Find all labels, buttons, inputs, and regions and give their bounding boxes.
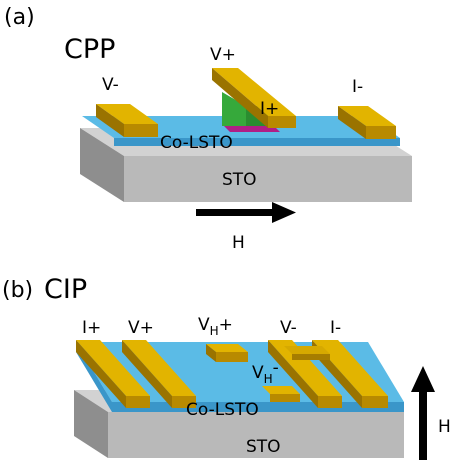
label-vh-plus-sub: H (210, 324, 219, 338)
panel-a: (a) CPP (4, 5, 412, 253)
electrode-v-plus-a (212, 68, 296, 128)
green-layer (222, 92, 246, 126)
electrode-v-minus-b-side (268, 340, 318, 408)
label-v-plus-b: V+ (128, 318, 154, 338)
label-v-plus-a: V+ (210, 45, 236, 65)
pad-i-minus-a (338, 106, 396, 139)
field-arrow-b-shaft (419, 390, 427, 460)
panel-a-tag: (a) (4, 5, 35, 30)
label-i-minus-b: I- (330, 318, 341, 338)
label-i-minus-a: I- (352, 77, 363, 97)
electrode-i-plus-b-side (76, 340, 126, 408)
electrode-v-plus-b-top (122, 340, 196, 396)
electrode-i-minus-b-front (362, 396, 388, 408)
label-field-a: H (232, 233, 245, 253)
electrode-v-plus-a-top (212, 68, 296, 116)
label-vh-plus-base: V (198, 315, 210, 335)
pad-i-minus-a-side (338, 106, 366, 139)
label-substrate-a: STO (222, 170, 257, 190)
pad-i-minus-a-front (366, 126, 396, 139)
pad-v-minus-a (96, 104, 158, 137)
substrate-a-side (80, 128, 124, 202)
label-vh-minus-base: V (252, 363, 264, 383)
electrode-v-plus-b (122, 340, 196, 408)
electrode-v-plus-a-side (212, 68, 268, 128)
pad-vh-minus-b (262, 386, 300, 402)
pad-v-minus-a-top (96, 104, 158, 124)
substrate-b-side (74, 390, 108, 458)
label-v-minus-a: V- (102, 75, 119, 95)
substrate-b-front (108, 412, 404, 458)
label-film-b: Co-LSTO (186, 400, 259, 420)
bridge-v-minus-b-front (292, 354, 330, 360)
electrode-v-plus-a-front (268, 116, 296, 128)
electrode-i-plus-b-top (76, 340, 150, 396)
electrode-i-plus-b (76, 340, 150, 408)
label-i-plus-a: I+ (260, 99, 279, 119)
pad-vh-minus-b-top (262, 386, 300, 394)
pad-v-minus-a-side (96, 104, 124, 137)
field-arrow-b-head (411, 366, 435, 392)
panel-a-mode-title: CPP (64, 34, 115, 65)
field-arrow-a-head (272, 202, 296, 223)
pad-vh-plus-b-side (206, 344, 216, 362)
field-arrow-b (411, 366, 435, 460)
electrode-v-minus-b (268, 340, 342, 408)
label-vh-minus-b: VH- (252, 358, 279, 386)
label-vh-minus-sub: H (264, 372, 273, 386)
substrate-a-front (124, 156, 412, 202)
label-v-minus-b: V- (280, 318, 297, 338)
electrode-i-plus-b-front (126, 396, 150, 408)
panel-b-mode-title: CIP (44, 274, 87, 305)
label-field-b: H (438, 417, 451, 437)
label-film-a: Co-LSTO (160, 133, 233, 153)
electrode-v-minus-b-top (268, 340, 342, 396)
bridge-v-minus-b-top (284, 346, 330, 354)
bridge-v-minus-b (284, 346, 330, 360)
electrode-v-minus-b-front (318, 396, 342, 408)
pad-i-minus-a-top (338, 106, 396, 126)
film-a-front (114, 138, 400, 146)
electrode-i-minus-b-top (312, 340, 388, 396)
label-i-plus-b: I+ (82, 318, 101, 338)
pad-vh-plus-b (206, 344, 248, 362)
field-arrow-a-shaft (196, 209, 274, 216)
electrode-v-plus-b-side (122, 340, 172, 408)
panel-b: (b) CIP (2, 274, 451, 460)
pad-vh-plus-b-top (206, 344, 248, 352)
label-substrate-b: STO (246, 437, 281, 457)
label-vh-minus-sign: - (273, 358, 279, 378)
pad-vh-plus-b-front (216, 352, 248, 362)
pad-vh-minus-b-front (270, 394, 300, 402)
electrode-v-plus-b-front (172, 396, 196, 408)
pad-v-minus-a-front (124, 124, 158, 137)
label-vh-plus-sign: + (219, 315, 233, 335)
field-arrow-a (196, 202, 296, 223)
panel-b-tag: (b) (2, 278, 33, 303)
label-vh-plus-b: VH+ (198, 315, 233, 338)
